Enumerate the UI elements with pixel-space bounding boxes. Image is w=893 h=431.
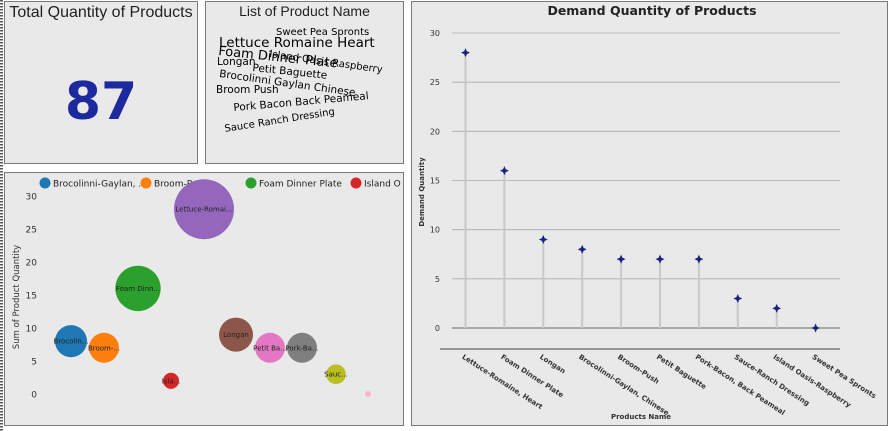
bubble-y-tick-label: 10	[26, 325, 38, 335]
bubble-data-label: Longan	[223, 331, 249, 339]
bubble-y-tick-label: 0	[31, 391, 37, 401]
word-cloud-word: Sweet Pea Spronts	[276, 27, 370, 38]
bubble-data-label: Lettuce-Romai...	[175, 206, 232, 214]
bubble-data-label: Sauc...	[324, 371, 348, 379]
bubble-point[interactable]	[255, 332, 285, 363]
bubble-legend-label: Foam Dinner Plate	[259, 180, 342, 190]
lollipop-y-axis-label: Demand Quantity	[418, 157, 426, 227]
bubble-data-label: Pork-Ba...	[285, 344, 318, 352]
lollipop-y-tick-label: 5	[435, 275, 440, 284]
lollipop-marker[interactable]	[499, 166, 509, 176]
bubble-chart: Brocolinni-Gaylan, ... Broom-Push Foam Din…	[12, 177, 401, 401]
lollipop-y-tick-label: 30	[430, 29, 440, 38]
bubble-legend-label: Brocolinni-Gaylan, ...	[53, 180, 147, 190]
bubble-legend-marker	[350, 177, 362, 189]
word-cloud-card: List of Product Name Sweet Pea Spronts L…	[205, 1, 404, 164]
bubble-point[interactable]	[115, 265, 161, 312]
lollipop-y-tick-label: 25	[430, 78, 440, 87]
lollipop-marker[interactable]	[733, 294, 743, 303]
bubble-legend-label: Broom-Push	[154, 180, 208, 190]
word-cloud-word: Broom Push	[216, 84, 279, 96]
lollipop-x-tick-label: Sauce-Ranch Dressing	[733, 353, 811, 408]
bubble-legend-marker	[140, 177, 152, 189]
bubble-y-tick-label: 30	[26, 193, 38, 203]
lollipop-marker[interactable]	[461, 48, 470, 58]
bubble-point[interactable]	[287, 332, 317, 363]
kpi-card: Total Quantity of Products 87	[4, 1, 198, 164]
bubble-data-label: Foam Dinn...	[116, 285, 160, 293]
lollipop-marker[interactable]	[538, 235, 548, 244]
lollipop-x-tick-label: Foam Dinner Plate	[499, 353, 565, 400]
bubble-point[interactable]	[326, 364, 346, 385]
bubble-data-label: Brocolin...	[54, 338, 89, 346]
bubble-point[interactable]	[174, 179, 234, 240]
bubble-point[interactable]	[54, 325, 88, 358]
lollipop-chart: Demand Quantity of Products 0 5 10 15 20 25 30…	[418, 3, 878, 421]
lollipop-x-axis-label: Products Name	[611, 413, 671, 421]
kpi-value: 87	[64, 72, 138, 132]
lollipop-marker[interactable]	[655, 254, 665, 264]
lollipop-marker[interactable]	[811, 323, 821, 333]
bubble-point[interactable]	[218, 317, 254, 352]
lollipop-x-tick-label: Sweet Pea Spronts	[811, 353, 878, 400]
lollipop-y-tick-label: 0	[435, 324, 440, 333]
bubble-legend-marker	[39, 177, 51, 189]
bubble-y-tick-label: 5	[31, 358, 37, 368]
lollipop-x-tick-label: Lettuce-Romaine, Heart	[460, 353, 544, 411]
word-cloud-word: Longan	[217, 56, 256, 68]
lollipop-y-tick-label: 20	[430, 127, 440, 136]
lollipop-chart-title: Demand Quantity of Products	[547, 3, 756, 18]
lollipop-marker[interactable]	[616, 254, 626, 264]
bubble-point[interactable]	[89, 332, 119, 363]
bubble-y-axis-label: Sum of Product Quantity	[12, 245, 22, 349]
bubble-legend-marker	[245, 177, 257, 189]
bubble-point[interactable]	[162, 372, 180, 389]
lollipop-marker[interactable]	[772, 303, 782, 313]
bubble-point[interactable]	[365, 391, 371, 397]
lollipop-y-tick-label: 15	[430, 177, 440, 186]
lollipop-x-tick-label: Island Oasis-Raspberry	[772, 353, 853, 410]
lollipop-marker[interactable]	[694, 254, 704, 264]
lollipop-x-tick-label: Longan	[538, 353, 567, 375]
lollipop-chart-card: Demand Quantity of Products 0 5 10 15 20 25 30…	[411, 1, 888, 426]
lollipop-marker[interactable]	[577, 244, 587, 254]
bubble-chart-card: Brocolinni-Gaylan, ... Broom-Push Foam Din…	[4, 172, 404, 426]
bubble-y-tick-label: 25	[26, 226, 37, 236]
bubble-data-label: Broom-...	[88, 344, 120, 352]
kpi-title: Total Quantity of Products	[9, 4, 193, 21]
word-cloud-word: Lettuce Romaine Heart	[219, 35, 375, 51]
panel-edge-divider	[0, 0, 3, 431]
bubble-y-tick-label: 20	[26, 259, 38, 269]
word-cloud-title: List of Product Name	[239, 3, 370, 19]
bubble-legend-label: Island O	[364, 180, 401, 190]
bubble-data-label: Petit Ba...	[253, 344, 287, 352]
bubble-y-tick-label: 15	[26, 292, 37, 302]
bubble-data-label: Isla...	[162, 377, 181, 385]
lollipop-y-tick-label: 10	[430, 226, 440, 235]
